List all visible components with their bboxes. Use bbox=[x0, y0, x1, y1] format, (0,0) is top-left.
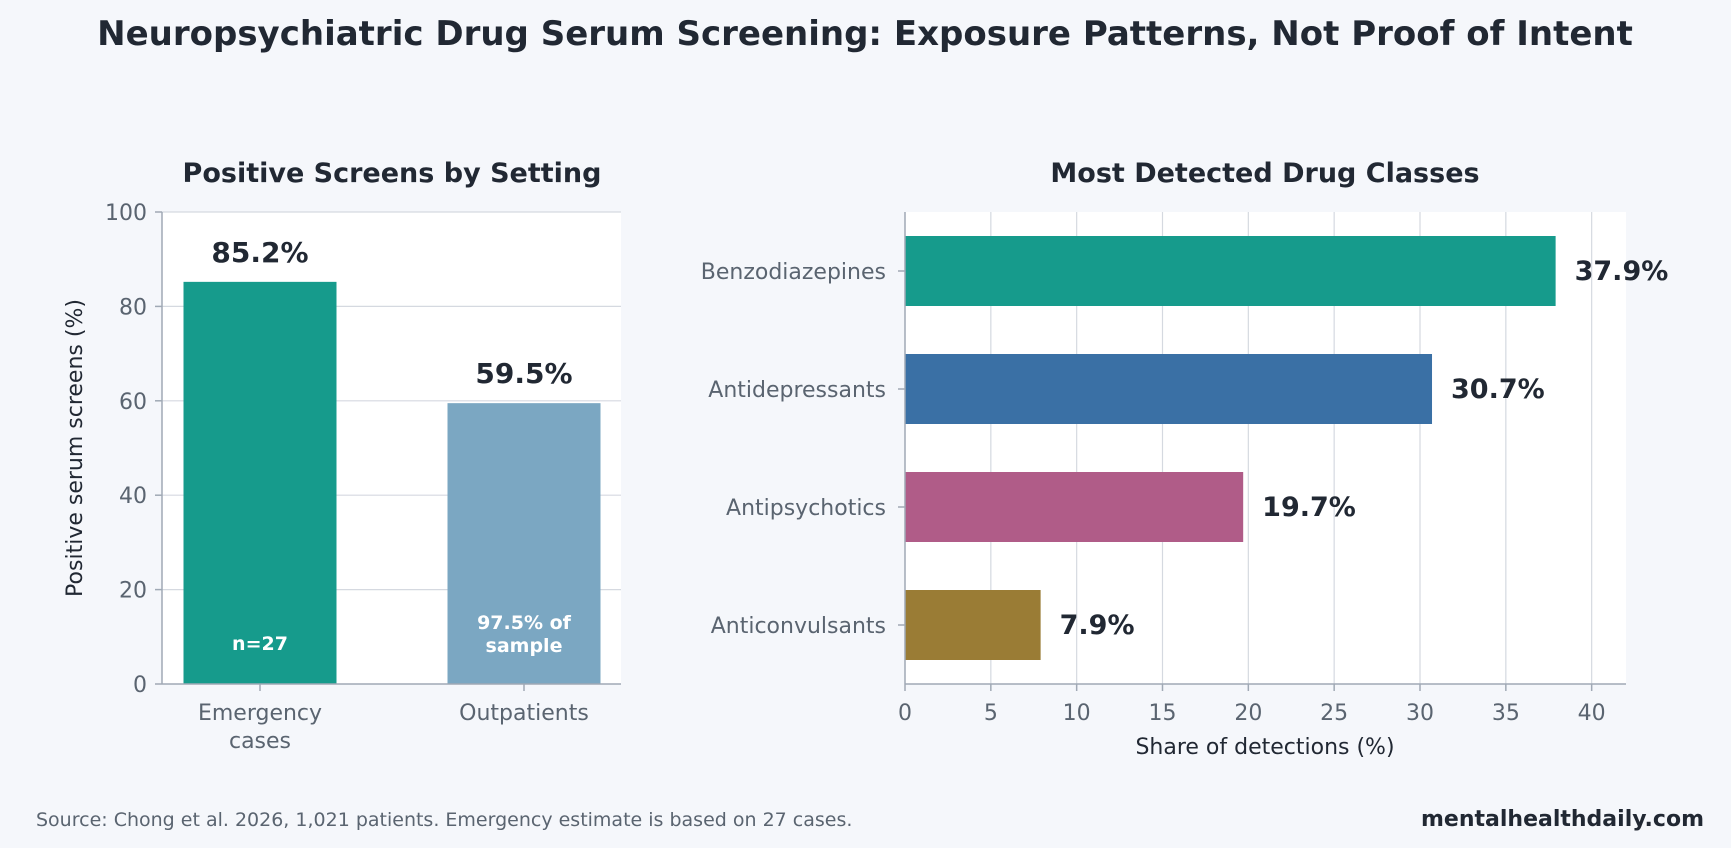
left-bars: 85.2% n=27 59.5% 97.5% of sample bbox=[183, 236, 601, 684]
left-bar bbox=[183, 281, 337, 684]
left-bar bbox=[447, 403, 601, 684]
right-bar bbox=[905, 354, 1433, 424]
right-x-tick-label: 40 bbox=[1578, 701, 1606, 726]
right-bar-value-label: 30.7% bbox=[1451, 374, 1545, 405]
source-note: Source: Chong et al. 2026, 1,021 patient… bbox=[36, 809, 852, 831]
left-y-tick-label: 80 bbox=[119, 295, 147, 320]
left-y-tick-label: 0 bbox=[133, 673, 147, 698]
left-y-tick-label: 40 bbox=[119, 484, 147, 509]
left-y-tick-label: 60 bbox=[119, 390, 147, 415]
right-x-axis-label: Share of detections (%) bbox=[1135, 735, 1394, 760]
left-bar-inner-label: n=27 bbox=[232, 633, 288, 655]
right-x-tick-label: 35 bbox=[1492, 701, 1520, 726]
right-bar bbox=[905, 472, 1244, 542]
right-y-tick-label: Antipsychotics bbox=[726, 496, 886, 521]
right-bar bbox=[905, 590, 1041, 660]
right-x-tick-label: 5 bbox=[984, 701, 998, 726]
left-x-ticks: Emergency cases Outpatients bbox=[198, 684, 589, 754]
right-bar bbox=[905, 236, 1556, 306]
left-y-axis-label: Positive serum screens (%) bbox=[63, 299, 88, 597]
right-x-tick-label: 10 bbox=[1063, 701, 1091, 726]
left-bar-value-label: 59.5% bbox=[475, 357, 572, 390]
right-x-tick-label: 25 bbox=[1320, 701, 1348, 726]
left-x-tick-label: Emergency cases bbox=[198, 701, 322, 754]
right-bars: 37.9% 30.7% 19.7% 7.9% bbox=[905, 236, 1668, 660]
left-x-tick-label: Outpatients bbox=[459, 701, 589, 726]
right-bar-value-label: 37.9% bbox=[1575, 256, 1669, 287]
right-chart: Most Detected Drug Classes 37.9% 30.7% 19.… bbox=[701, 158, 1669, 760]
right-x-tick-label: 0 bbox=[898, 701, 912, 726]
right-y-tick-label: Benzodiazepines bbox=[701, 260, 886, 285]
brand-label: mentalhealthdaily.com bbox=[1421, 807, 1704, 832]
right-y-tick-label: Anticonvulsants bbox=[711, 614, 886, 639]
right-x-tick-label: 15 bbox=[1149, 701, 1177, 726]
right-chart-title: Most Detected Drug Classes bbox=[1050, 158, 1479, 189]
left-y-ticks: 0 20 40 60 80 100 bbox=[105, 201, 162, 698]
right-y-ticks: Benzodiazepines Antidepressants Antipsycho… bbox=[701, 260, 905, 639]
left-y-tick-label: 100 bbox=[105, 201, 147, 226]
right-y-tick-label: Antidepressants bbox=[708, 378, 886, 403]
left-bar-inner-label: 97.5% of sample bbox=[477, 612, 572, 657]
left-chart-title: Positive Screens by Setting bbox=[183, 158, 602, 189]
right-x-ticks: 0 5 10 15 20 25 30 35 40 bbox=[898, 684, 1606, 726]
right-bar-value-label: 7.9% bbox=[1060, 610, 1135, 641]
figure-title: Neuropsychiatric Drug Serum Screening: E… bbox=[97, 14, 1633, 54]
right-x-tick-label: 20 bbox=[1234, 701, 1262, 726]
left-bar-value-label: 85.2% bbox=[211, 236, 308, 269]
right-bar-value-label: 19.7% bbox=[1262, 492, 1356, 523]
left-y-tick-label: 20 bbox=[119, 579, 147, 604]
left-chart: Positive Screens by Setting 85.2% n=27 59.… bbox=[63, 158, 621, 754]
right-x-tick-label: 30 bbox=[1406, 701, 1434, 726]
